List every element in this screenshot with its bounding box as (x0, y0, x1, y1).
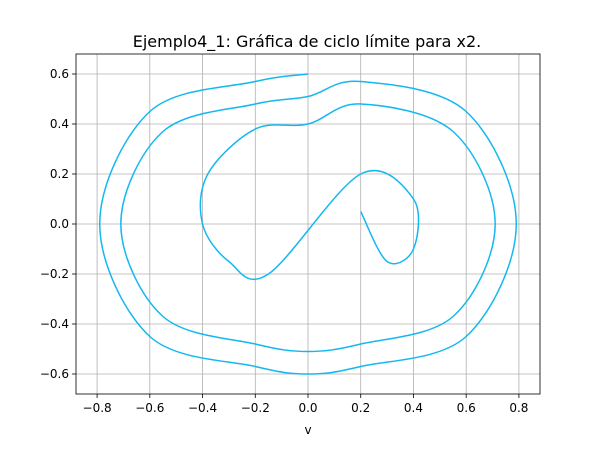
grid (76, 54, 540, 394)
x-axis-label: v (304, 423, 311, 437)
y-tick-label: 0.0 (50, 217, 69, 231)
x-tick-label: −0.2 (241, 401, 270, 415)
y-axis: −0.6 −0.4 −0.2 0.0 0.2 0.4 0.6 (40, 67, 76, 381)
x-tick-label: −0.4 (188, 401, 217, 415)
chart-title: Ejemplo4_1: Gráfica de ciclo límite para… (133, 32, 482, 52)
x-tick-label: 0.0 (298, 401, 317, 415)
x-tick-label: −0.6 (135, 401, 164, 415)
x-tick-label: −0.8 (83, 401, 112, 415)
x-tick-label: 0.8 (509, 401, 528, 415)
y-tick-label: 0.2 (50, 167, 69, 181)
y-tick-label: 0.4 (50, 117, 69, 131)
y-tick-label: −0.4 (40, 317, 69, 331)
y-tick-label: −0.2 (40, 267, 69, 281)
plot-area (98, 73, 518, 375)
y-tick-label: −0.6 (40, 367, 69, 381)
x-tick-label: 0.2 (351, 401, 370, 415)
y-tick-label: 0.6 (50, 67, 69, 81)
x-tick-label: 0.4 (404, 401, 423, 415)
x-axis: −0.8 −0.6 −0.4 −0.2 0.0 0.2 0.4 0.6 0.8 (83, 394, 528, 415)
x-tick-label: 0.6 (457, 401, 476, 415)
limit-cycle-trajectory (98, 73, 518, 375)
